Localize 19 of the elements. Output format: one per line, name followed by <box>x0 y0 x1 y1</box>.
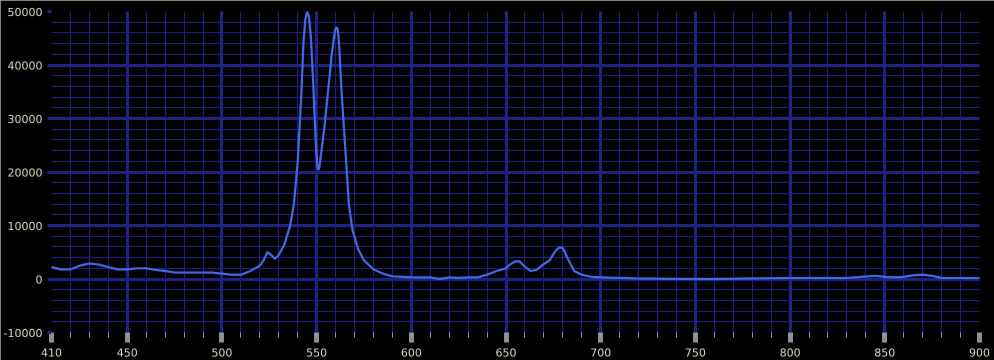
x-tick-label: 550 <box>306 346 328 360</box>
x-tick-label: 650 <box>496 346 517 360</box>
x-tick-label: 900 <box>969 346 990 360</box>
line-series <box>52 12 980 280</box>
x-tick-label: 500 <box>211 346 232 360</box>
x-tick-label: 850 <box>874 346 896 360</box>
y-tick-label: 30000 <box>8 113 43 126</box>
y-tick-label: -10000 <box>4 327 43 340</box>
x-tick-label: 800 <box>780 346 801 360</box>
x-tick-label: 700 <box>590 346 612 360</box>
y-tick-label: 50000 <box>8 6 43 19</box>
y-tick-label: 0 <box>36 274 42 286</box>
y-tick-label: 20000 <box>8 166 43 180</box>
x-tick-label: 750 <box>684 346 706 360</box>
y-tick-label: 10000 <box>8 220 43 233</box>
y-tick-label: 40000 <box>8 60 43 72</box>
x-tick-label: 450 <box>116 346 138 360</box>
x-tick-label: 410 <box>41 346 62 360</box>
x-tick-label: 600 <box>400 346 422 360</box>
